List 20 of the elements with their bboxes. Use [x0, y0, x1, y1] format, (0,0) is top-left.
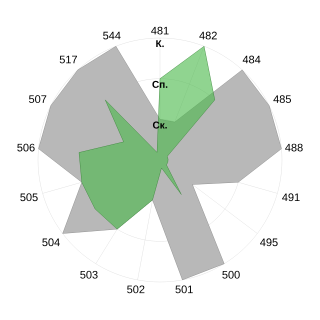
spoke-label: 544 — [103, 32, 121, 40]
spoke-label: 500 — [222, 270, 240, 279]
spoke-label: 504 — [42, 238, 60, 246]
spoke-label: 484 — [242, 56, 260, 64]
spoke-label: 506 — [17, 144, 35, 152]
spoke-label: 482 — [199, 32, 217, 40]
spoke-label: 501 — [175, 285, 193, 294]
spoke-label: 517 — [60, 56, 77, 64]
y-tick-label: Ск. — [152, 122, 167, 129]
spoke-label: 495 — [260, 238, 278, 246]
y-tick-label: Сп. — [152, 80, 168, 88]
spoke-label: 481 — [151, 26, 169, 34]
spoke-label: 505 — [20, 193, 38, 202]
spoke-label: 502 — [127, 285, 144, 294]
spoke-label: 488 — [285, 144, 303, 152]
spoke-label: 507 — [28, 95, 46, 103]
spoke-label: 491 — [282, 193, 300, 202]
spoke-label: 503 — [80, 270, 98, 279]
spoke-label: 485 — [273, 95, 291, 103]
y-tick-label: К. — [156, 40, 164, 48]
